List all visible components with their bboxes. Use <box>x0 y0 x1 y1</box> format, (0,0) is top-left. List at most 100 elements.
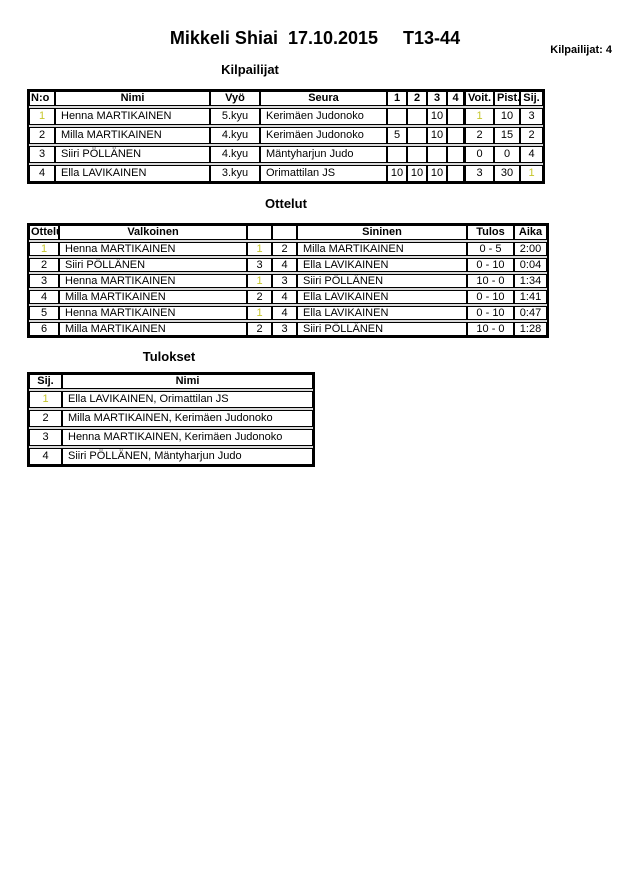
match-no-cell: 1 <box>29 242 59 256</box>
result-row: 2 Milla MARTIKAINEN, Kerimäen Judonoko <box>29 410 313 427</box>
match4-cell <box>447 127 464 144</box>
belt-cell: 5.kyu <box>210 108 260 125</box>
header-valkoinen: Valkoinen <box>59 225 247 240</box>
header-nimi: Nimi <box>55 91 210 106</box>
result-name-cell: Milla MARTIKAINEN, Kerimäen Judonoko <box>62 410 313 427</box>
header-tulos: Tulos <box>467 225 514 240</box>
kilpailijat-table: N:o Nimi Vyö Seura 1 2 3 4 Voit. Pist. S… <box>27 89 545 184</box>
points-cell: 10 <box>494 108 520 125</box>
score-cell: 10 - 0 <box>467 274 514 288</box>
match-no-cell: 6 <box>29 322 59 336</box>
time-cell: 1:28 <box>514 322 547 336</box>
time-cell: 0:04 <box>514 258 547 272</box>
match2-cell: 10 <box>407 165 427 182</box>
header-ottelu: Ottelu <box>29 225 59 240</box>
match-no-cell: 2 <box>29 258 59 272</box>
white-number-cell: 3 <box>247 258 272 272</box>
match1-cell: 10 <box>387 165 407 182</box>
blue-name-cell: Siiri PÖLLÄNEN <box>297 274 467 288</box>
place-cell: 4 <box>520 146 543 163</box>
competitors-count-label: Kilpailijat: 4 <box>550 44 612 56</box>
result-name-cell: Henna MARTIKAINEN, Kerimäen Judonoko <box>62 429 313 446</box>
wins-cell: 3 <box>464 165 494 182</box>
header-pist: Pist. <box>494 91 520 106</box>
match2-cell <box>407 108 427 125</box>
header-aika: Aika <box>514 225 547 240</box>
blue-name-cell: Siiri PÖLLÄNEN <box>297 322 467 336</box>
belt-cell: 3.kyu <box>210 165 260 182</box>
time-cell: 2:00 <box>514 242 547 256</box>
white-number-cell: 2 <box>247 290 272 304</box>
ottelut-table: Ottelu Valkoinen Sininen Tulos Aika 1 He… <box>27 223 549 338</box>
match-row: 5 Henna MARTIKAINEN 1 4 Ella LAVIKAINEN … <box>29 306 547 320</box>
match4-cell <box>447 165 464 182</box>
match-row: 6 Milla MARTIKAINEN 2 3 Siiri PÖLLÄNEN 1… <box>29 322 547 336</box>
wins-cell: 0 <box>464 146 494 163</box>
points-cell: 0 <box>494 146 520 163</box>
white-number-cell: 2 <box>247 322 272 336</box>
header-white-number <box>247 225 272 240</box>
kilpailijat-table-grid: N:o Nimi Vyö Seura 1 2 3 4 Voit. Pist. S… <box>29 91 543 182</box>
header-nimi: Nimi <box>62 374 313 389</box>
name-cell: Siiri PÖLLÄNEN <box>55 146 210 163</box>
place-cell: 2 <box>29 410 62 427</box>
wins-cell: 1 <box>464 108 494 125</box>
match4-cell <box>447 146 464 163</box>
white-number-cell: 1 <box>247 274 272 288</box>
white-number-cell: 1 <box>247 242 272 256</box>
result-row: 4 Siiri PÖLLÄNEN, Mäntyharjun Judo <box>29 448 313 465</box>
match3-cell: 10 <box>427 127 447 144</box>
white-name-cell: Siiri PÖLLÄNEN <box>59 258 247 272</box>
score-cell: 0 - 10 <box>467 290 514 304</box>
name-cell: Henna MARTIKAINEN <box>55 108 210 125</box>
belt-cell: 4.kyu <box>210 146 260 163</box>
match3-cell: 10 <box>427 165 447 182</box>
score-cell: 0 - 10 <box>467 306 514 320</box>
white-name-cell: Milla MARTIKAINEN <box>59 290 247 304</box>
ottelut-table-grid: Ottelu Valkoinen Sininen Tulos Aika 1 He… <box>29 225 547 336</box>
club-cell: Kerimäen Judonoko <box>260 108 387 125</box>
match-no-cell: 4 <box>29 290 59 304</box>
white-name-cell: Milla MARTIKAINEN <box>59 322 247 336</box>
competitor-row: 3 Siiri PÖLLÄNEN 4.kyu Mäntyharjun Judo … <box>29 146 543 163</box>
competitor-row: 1 Henna MARTIKAINEN 5.kyu Kerimäen Judon… <box>29 108 543 125</box>
blue-name-cell: Milla MARTIKAINEN <box>297 242 467 256</box>
match1-cell: 5 <box>387 127 407 144</box>
time-cell: 0:47 <box>514 306 547 320</box>
place-cell: 3 <box>520 108 543 125</box>
place-cell: 1 <box>520 165 543 182</box>
blue-number-cell: 3 <box>272 322 297 336</box>
blue-number-cell: 2 <box>272 242 297 256</box>
header-no: N:o <box>29 91 55 106</box>
white-name-cell: Henna MARTIKAINEN <box>59 306 247 320</box>
tulokset-table-grid: Sij. Nimi 1 Ella LAVIKAINEN, Orimattilan… <box>29 374 313 465</box>
points-cell: 15 <box>494 127 520 144</box>
match4-cell <box>447 108 464 125</box>
header-match-3: 3 <box>427 91 447 106</box>
match-no-cell: 3 <box>29 274 59 288</box>
header-sij: Sij. <box>29 374 62 389</box>
header-blue-number <box>272 225 297 240</box>
header-match-1: 1 <box>387 91 407 106</box>
result-name-cell: Ella LAVIKAINEN, Orimattilan JS <box>62 391 313 408</box>
result-name-cell: Siiri PÖLLÄNEN, Mäntyharjun Judo <box>62 448 313 465</box>
score-cell: 0 - 5 <box>467 242 514 256</box>
match3-cell: 10 <box>427 108 447 125</box>
tulokset-table: Sij. Nimi 1 Ella LAVIKAINEN, Orimattilan… <box>27 372 315 467</box>
place-cell: 2 <box>520 127 543 144</box>
wins-cell: 2 <box>464 127 494 144</box>
blue-number-cell: 4 <box>272 290 297 304</box>
page-title: Mikkeli Shiai 17.10.2015 T13-44 <box>169 28 461 48</box>
name-cell: Ella LAVIKAINEN <box>55 165 210 182</box>
blue-number-cell: 3 <box>272 274 297 288</box>
match2-cell <box>407 127 427 144</box>
belt-cell: 4.kyu <box>210 127 260 144</box>
score-cell: 0 - 10 <box>467 258 514 272</box>
ottelut-header-row: Ottelu Valkoinen Sininen Tulos Aika <box>29 225 547 240</box>
result-row: 3 Henna MARTIKAINEN, Kerimäen Judonoko <box>29 429 313 446</box>
match1-cell <box>387 146 407 163</box>
time-cell: 1:41 <box>514 290 547 304</box>
match-row: 3 Henna MARTIKAINEN 1 3 Siiri PÖLLÄNEN 1… <box>29 274 547 288</box>
header-match-4: 4 <box>447 91 464 106</box>
place-cell: 1 <box>29 391 62 408</box>
